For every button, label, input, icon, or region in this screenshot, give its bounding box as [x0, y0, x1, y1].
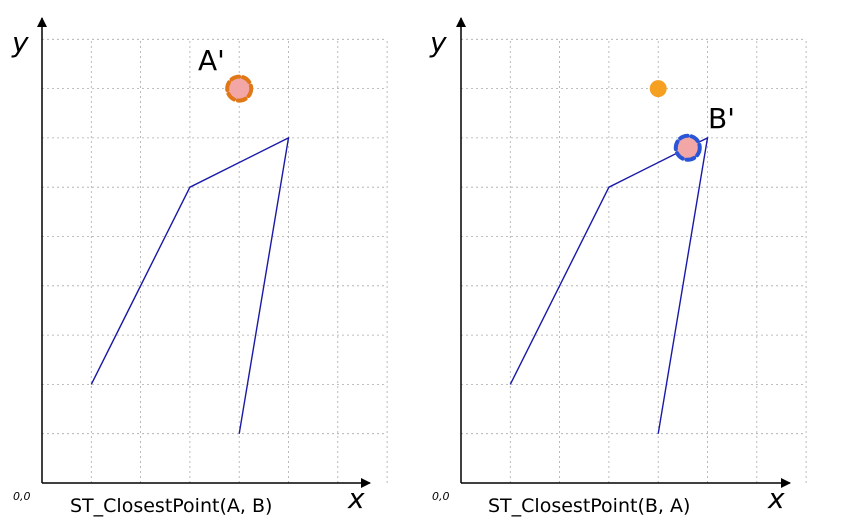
panel-left: x y 0,0 A' ST_ClosestPoint(A, B) — [11, 17, 388, 517]
result-label-right: B' — [708, 102, 735, 135]
origin-label-left: 0,0 — [13, 490, 31, 503]
x-axis-label-right: x — [767, 482, 785, 515]
grid-left — [42, 38, 388, 483]
linestring-left — [90, 136, 290, 434]
y-axis-label-right: y — [429, 26, 447, 59]
origin-label-right: 0,0 — [432, 490, 450, 503]
closest-point-right — [673, 133, 702, 162]
panel-right: x y 0,0 B' ST_ClosestPoint(B, A) — [429, 17, 807, 517]
linestring-right — [509, 136, 709, 434]
closest-point-left — [225, 74, 254, 103]
result-label-left: A' — [198, 44, 225, 77]
point-a-right — [649, 80, 667, 98]
grid-right — [461, 38, 807, 483]
caption-right: ST_ClosestPoint(B, A) — [488, 495, 690, 517]
caption-left: ST_ClosestPoint(A, B) — [70, 495, 272, 517]
y-axis-label-left: y — [11, 26, 29, 59]
x-axis-label-left: x — [347, 482, 365, 515]
